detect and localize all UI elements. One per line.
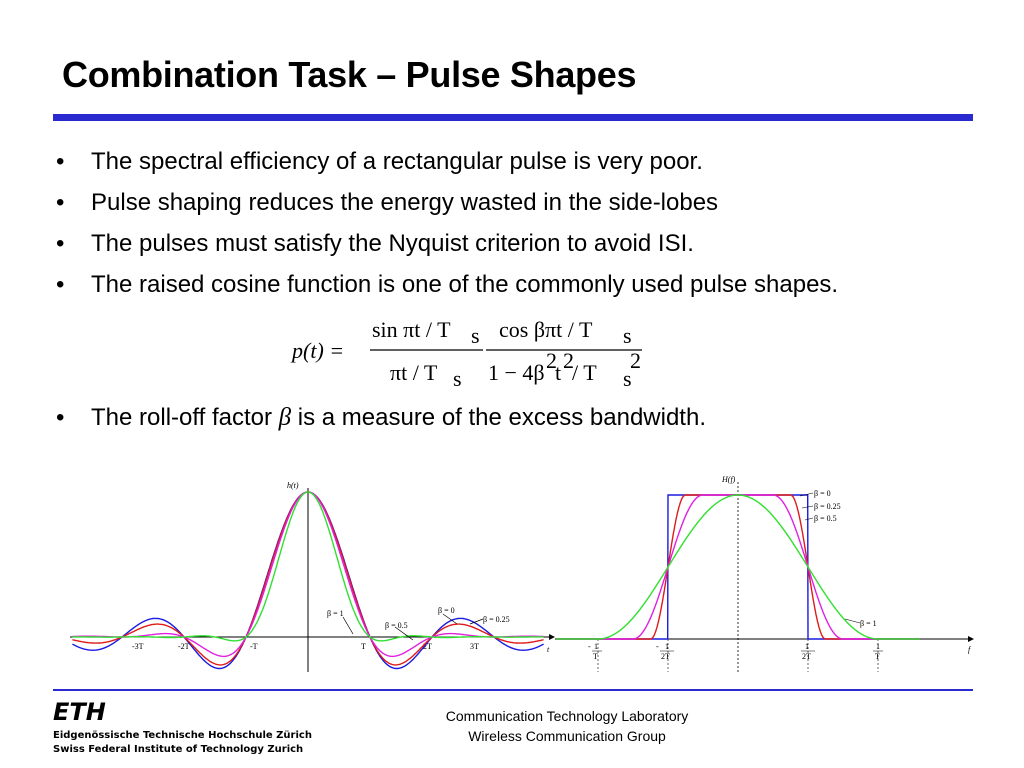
bullet-item: • Pulse shaping reduces the energy wasted…: [56, 186, 996, 227]
formula-den1-sub: s: [453, 366, 462, 391]
freq-tick-num: 1: [876, 642, 880, 651]
time-annotation-line: [394, 626, 414, 641]
group-name: Wireless Communication Group: [468, 728, 666, 744]
freq-tick-den: T: [875, 652, 880, 661]
formula-den2-t: t: [555, 360, 561, 385]
formula-den2-sup1: 2: [546, 348, 557, 373]
bullet-item: • The raised cosine function is one of th…: [56, 268, 996, 309]
bullet-text: The pulses must satisfy the Nyquist crit…: [91, 230, 694, 257]
freq-tick-sign: -: [656, 642, 659, 651]
freq-tick: - 1 2T: [656, 642, 674, 661]
title-rule: [53, 114, 973, 121]
time-annotation-line: [342, 616, 354, 635]
freq-tick: 1 2T: [801, 642, 815, 661]
freq-tick-den: 2T: [802, 652, 811, 661]
freq-annotation: β = 1: [860, 619, 877, 628]
bullet-list: • The spectral efficiency of a rectangula…: [56, 145, 996, 309]
freq-tick-num: 1: [594, 642, 598, 651]
formula-lhs: p(t) =: [290, 338, 344, 363]
freq-annotation-leader: [844, 618, 861, 624]
frequency-domain-figure: H(f) f - 1 T - 1 2T 1 2T 1 T β = 0: [555, 474, 985, 684]
freq-tick-den: 2T: [661, 652, 670, 661]
bullet-dot: •: [56, 148, 65, 175]
freq-legend-entry: β = 0: [814, 489, 831, 498]
formula-num1: sin πt / T: [372, 317, 451, 342]
freq-tick-sign: -: [588, 642, 591, 651]
time-xlabel: t: [547, 645, 550, 654]
rolloff-text-after: is a measure of the excess bandwidth.: [291, 404, 706, 431]
time-tick-label: T: [361, 642, 366, 651]
formula-den2-rest: / T: [572, 360, 597, 385]
bullet-dot: •: [56, 230, 65, 257]
time-annotation: β = 0.5: [385, 621, 408, 630]
rolloff-bullet: • The roll-off factor β is a measure of t…: [56, 401, 706, 435]
freq-tick-num: 1: [805, 642, 809, 651]
time-annotation-line: [469, 618, 484, 625]
freq-xlabel: f: [968, 645, 972, 654]
institute-name-en: Swiss Federal Institute of Technology Zu…: [53, 744, 304, 755]
freq-x-arrow: [968, 636, 974, 642]
time-annotation: β = 0: [438, 606, 455, 615]
formula-den2-sub: s: [623, 366, 632, 391]
beta-symbol: β: [278, 404, 292, 431]
time-x-arrow: [549, 634, 555, 640]
raised-cosine-formula: p(t) = sin πt / T s πt / T s cos βπt / T…: [290, 312, 660, 402]
freq-tick: - 1 T: [588, 642, 602, 661]
freq-legend-leader: [804, 517, 814, 521]
eth-logo-text: ETH: [53, 700, 106, 724]
freq-legend-entry: β = 0.5: [814, 514, 837, 523]
time-tick-label: -2T: [178, 642, 190, 651]
eth-logo: ETH: [53, 698, 123, 726]
formula-num1-sub: s: [471, 323, 480, 348]
time-annotation-line: [442, 613, 458, 625]
formula-den1: πt / T: [390, 360, 438, 385]
formula-den2-sup3: 2: [630, 348, 641, 373]
time-annotation: β = 1: [327, 609, 344, 618]
bullet-text: The raised cosine function is one of the…: [91, 271, 839, 298]
formula-den2: 1 − 4β: [488, 360, 545, 385]
lab-name: Communication Technology Laboratory: [445, 708, 689, 724]
bullet-text: Pulse shaping reduces the energy wasted …: [91, 189, 719, 216]
rolloff-text-before: The roll-off factor: [91, 404, 279, 431]
footer-rule: [53, 689, 973, 691]
time-tick-label: 3T: [470, 642, 479, 651]
institute-name-de: Eidgenössische Technische Hochschule Zür…: [53, 730, 312, 741]
freq-curve-beta-1: [556, 494, 920, 640]
freq-tick-den: T: [593, 652, 598, 661]
formula-num2: cos βπt / T: [499, 317, 593, 342]
formula-num2-sub: s: [623, 323, 632, 348]
freq-tick-num: 1: [665, 642, 669, 651]
freq-legend-leader: [799, 492, 814, 497]
bullet-dot: •: [56, 189, 65, 216]
time-domain-figure: h(t) t -3T -2T -T T 2T 3T β = 1 β = 0.5 …: [65, 474, 560, 684]
slide-title: Combination Task – Pulse Shapes: [62, 54, 637, 95]
time-tick-label: -T: [250, 642, 258, 651]
freq-legend-leader: [801, 505, 814, 509]
bullet-text: The spectral efficiency of a rectangular…: [91, 148, 703, 175]
bullet-dot: •: [56, 271, 65, 298]
time-tick-label: 2T: [423, 642, 432, 651]
freq-legend-entry: β = 0.25: [814, 502, 841, 511]
bullet-dot: •: [56, 404, 65, 431]
bullet-item: • The pulses must satisfy the Nyquist cri…: [56, 227, 996, 268]
freq-tick: 1 T: [873, 642, 883, 661]
bullet-item: • The spectral efficiency of a rectangula…: [56, 145, 996, 186]
time-tick-label: -3T: [132, 642, 144, 651]
freq-ylabel: H(f): [721, 475, 736, 484]
time-annotation: β = 0.25: [483, 615, 510, 624]
formula-den2-sup2: 2: [563, 348, 574, 373]
time-ylabel: h(t): [287, 481, 299, 490]
time-curve-beta-1: [72, 491, 544, 642]
